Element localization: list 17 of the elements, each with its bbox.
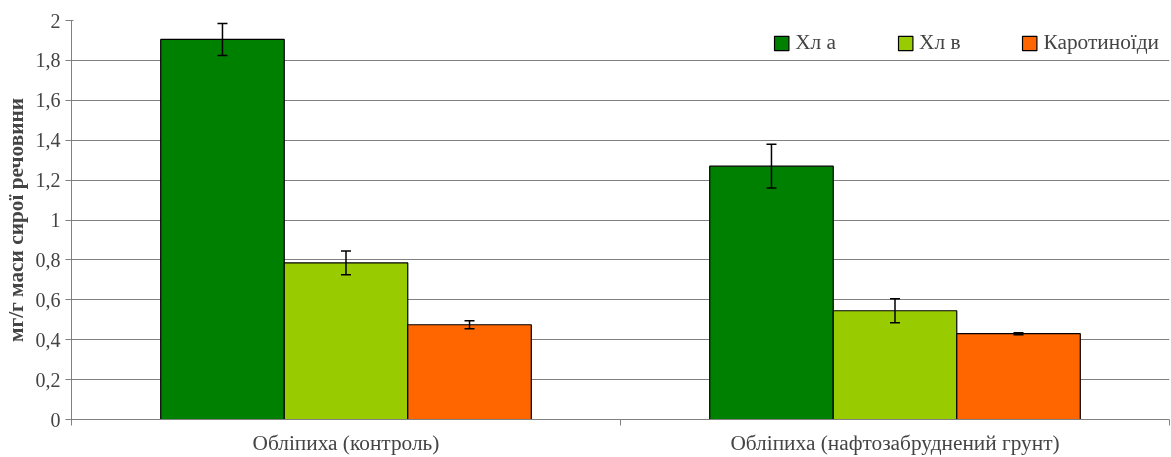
y-axis-title: мг/г маси сирої речовини: [3, 97, 28, 343]
x-tick-label: Обліпиха (контроль): [252, 430, 440, 455]
x-tick-label: Обліпиха (нафтозабруднений грунт): [730, 430, 1060, 455]
y-tick-label: 1,8: [35, 49, 61, 72]
y-tick-label: 1,2: [35, 169, 61, 192]
y-tick-label: 0,8: [35, 248, 61, 271]
y-tick-label: 0,4: [35, 328, 61, 351]
legend-label: Хл а: [795, 30, 837, 55]
y-tick-label: 1,4: [35, 129, 61, 152]
y-tick-label: 0,2: [35, 368, 61, 391]
legend-label: Хл в: [919, 30, 961, 55]
y-tick-label: 2: [50, 9, 61, 32]
legend-label: Каротиноїди: [1043, 30, 1159, 55]
y-tick-label: 0: [50, 408, 61, 431]
y-tick-label: 1: [50, 209, 61, 231]
y-tick-label: 1,6: [35, 89, 61, 112]
y-tick-label: 0,6: [35, 288, 61, 311]
